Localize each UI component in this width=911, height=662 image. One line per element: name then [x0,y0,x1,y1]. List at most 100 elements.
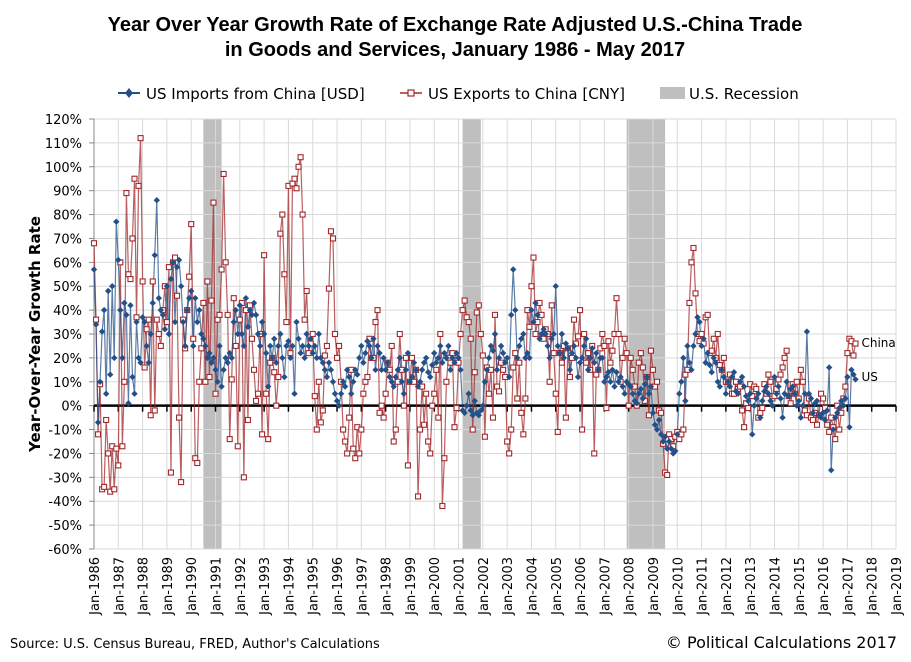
data-point-exports [479,352,486,359]
data-point-imports [165,330,173,338]
data-point-imports [309,349,316,357]
data-point-imports [125,400,132,407]
y-axis-label: Year-Over-Year Growth Rate [26,216,44,453]
data-point-imports [297,349,304,357]
data-point-imports [100,306,108,314]
data-point-exports [244,416,251,424]
data-point-imports [240,342,248,350]
data-point-imports [761,388,768,395]
data-point-exports [793,378,800,385]
data-point-exports [176,414,183,421]
data-point-imports [412,366,420,374]
data-point-exports [585,350,592,357]
data-point-imports [475,412,482,419]
data-point-exports [649,366,657,373]
data-point-imports [694,314,701,321]
data-point-exports [222,259,229,266]
data-point-imports [627,383,634,390]
data-point-imports [431,349,438,357]
data-point-imports [722,390,730,397]
data-point-imports [202,342,209,350]
data-point-imports [633,400,640,407]
data-point-imports [793,402,800,409]
data-point-exports [690,244,697,252]
data-point-imports [145,359,152,366]
data-point-imports [593,349,600,357]
data-point-imports [149,299,156,307]
data-point-imports [335,402,343,409]
data-point-exports [323,342,330,349]
x-tick-label: Jan-2019 [890,557,905,616]
data-point-imports [781,390,788,397]
data-point-exports [826,428,833,435]
data-point-exports [485,390,492,397]
data-point-exports [374,307,381,314]
data-point-exports [581,330,588,338]
data-point-exports [813,421,821,428]
x-tick-label: Jan-1997 [355,557,370,616]
data-point-imports [171,318,179,326]
data-point-imports [556,349,564,357]
data-point-imports [603,373,610,381]
y-tick-label: 20% [53,352,82,367]
data-point-exports [333,354,341,361]
data-point-exports [135,182,142,189]
data-point-exports [475,302,482,309]
data-point-exports [852,340,859,347]
data-point-imports [726,383,734,390]
data-point-exports [508,426,515,433]
data-point-imports [212,366,219,374]
data-point-exports [388,342,395,349]
data-point-exports [153,316,160,323]
data-point-imports [368,354,375,362]
data-point-imports [242,294,250,302]
data-point-exports [303,287,310,295]
data-point-imports [801,390,809,397]
data-point-exports [473,309,480,316]
data-point-imports [832,414,839,421]
data-point-exports [645,412,652,419]
data-point-imports [734,390,742,397]
data-point-imports [830,426,837,433]
data-point-exports [372,319,379,326]
data-point-imports [275,342,282,350]
data-point-imports [803,328,811,335]
data-point-exports [139,278,146,285]
data-point-exports [321,352,328,359]
data-point-imports [94,419,102,426]
data-point-exports [350,445,357,452]
data-point-imports [487,342,495,350]
data-point-imports [779,414,786,421]
data-point-imports [321,366,329,374]
data-point-imports [266,342,274,350]
data-point-exports [601,342,608,349]
chart-title-line2: in Goods and Services, January 1986 - Ma… [225,39,685,61]
data-point-exports [317,419,324,426]
x-tick-label: Jan-1989 [161,557,176,616]
x-tick-label: Jan-1988 [137,557,152,616]
data-point-exports [623,350,630,357]
data-point-imports [852,376,859,383]
data-point-exports [797,366,804,373]
data-point-imports [139,314,146,321]
data-point-exports [236,316,243,323]
legend-item-exports: US Exports to China [CNY] [400,85,625,103]
data-point-imports [252,311,260,319]
data-point-exports [336,342,343,349]
data-point-imports [481,378,489,385]
data-point-imports [599,354,606,362]
data-point-exports [465,319,472,326]
x-tick-label: Jan-1986 [88,557,103,616]
data-point-exports [313,426,320,433]
data-point-exports [471,369,478,376]
data-point-imports [540,326,547,333]
data-point-imports [396,354,404,362]
data-point-imports [388,378,395,385]
x-tick-label: Jan-1992 [234,557,249,616]
x-tick-label: Jan-1996 [331,557,346,616]
data-point-imports [159,311,167,319]
data-point-imports [384,359,391,366]
legend-marker-imports [125,88,133,98]
data-point-exports [481,433,488,440]
data-point-exports [504,438,511,445]
